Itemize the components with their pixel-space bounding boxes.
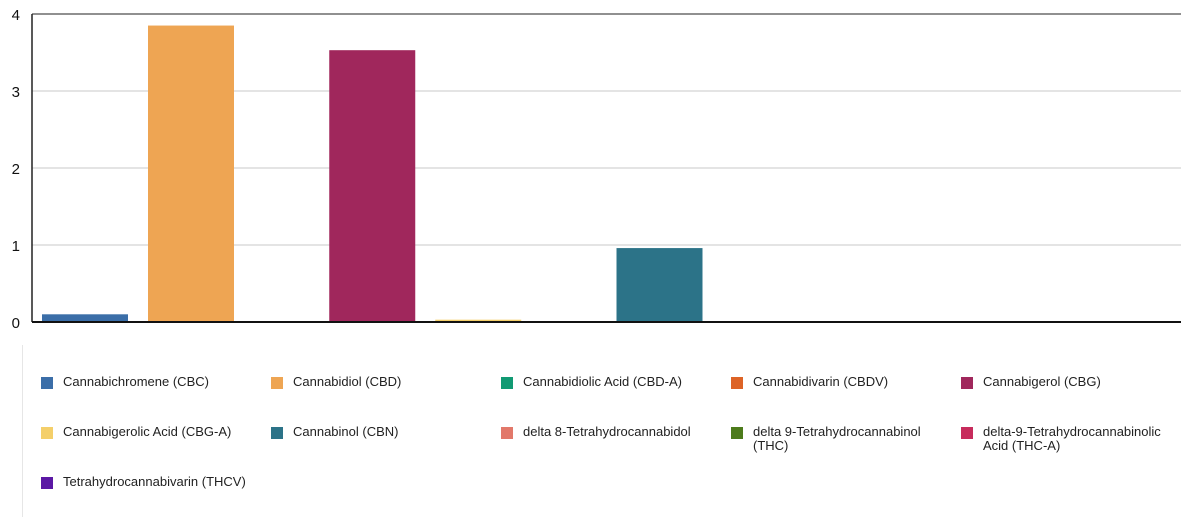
bar <box>435 319 522 322</box>
legend-item: Cannabigerol (CBG) <box>961 371 1181 421</box>
legend-label: delta 8-Tetrahydrocannabidol <box>523 424 691 439</box>
legend-swatch <box>41 427 53 439</box>
legend-label: Cannabinol (CBN) <box>293 424 399 439</box>
legend-item: delta-9-Tetrahydrocannabinolic Acid (THC… <box>961 421 1181 471</box>
legend-label: Cannabichromene (CBC) <box>63 374 209 389</box>
y-tick-label: 1 <box>12 238 20 255</box>
legend-swatch <box>41 477 53 489</box>
legend-swatch <box>501 427 513 439</box>
legend-swatch <box>961 377 973 389</box>
legend-swatch <box>41 377 53 389</box>
chart-legend: Cannabichromene (CBC) Cannabidiol (CBD) Ca… <box>22 345 1181 517</box>
legend-swatch <box>731 427 743 439</box>
legend-label: Cannabigerolic Acid (CBG-A) <box>63 424 232 439</box>
legend-label: Cannabidiol (CBD) <box>293 374 402 389</box>
legend-item: delta 8-Tetrahydrocannabidol <box>501 421 731 471</box>
bar <box>616 248 703 322</box>
legend-item: delta 9-Tetrahydrocannabinol (THC) <box>731 421 961 471</box>
legend-swatch <box>271 427 283 439</box>
legend-swatch <box>271 377 283 389</box>
legend-item: Cannabinol (CBN) <box>271 421 501 471</box>
legend-label: Cannabidivarin (CBDV) <box>753 374 889 389</box>
bar <box>42 314 128 322</box>
legend-label: Tetrahydrocannabivarin (THCV) <box>63 474 246 489</box>
legend-label: delta-9-Tetrahydrocannabinolic Acid (THC… <box>983 424 1161 453</box>
legend-item: Tetrahydrocannabivarin (THCV) <box>41 471 271 521</box>
legend-swatch <box>501 377 513 389</box>
legend-label: Cannabidiolic Acid (CBD-A) <box>523 374 682 389</box>
bar-chart: 0 1 2 3 4 <box>12 7 1181 332</box>
legend-item: Cannabichromene (CBC) <box>41 371 271 421</box>
legend-swatch <box>731 377 743 389</box>
legend-item: Cannabidiolic Acid (CBD-A) <box>501 371 731 421</box>
legend-item: Cannabigerolic Acid (CBG-A) <box>41 421 271 471</box>
legend-item: Cannabidivarin (CBDV) <box>731 371 961 421</box>
legend-item: Cannabidiol (CBD) <box>271 371 501 421</box>
legend-label: Cannabigerol (CBG) <box>983 374 1101 389</box>
legend-swatch <box>961 427 973 439</box>
legend-label: delta 9-Tetrahydrocannabinol (THC) <box>753 424 921 453</box>
y-tick-label: 4 <box>12 7 20 24</box>
legend-grid: Cannabichromene (CBC) Cannabidiol (CBD) Ca… <box>41 371 1181 521</box>
y-tick-label: 3 <box>12 84 20 101</box>
bar <box>329 50 416 322</box>
bar <box>148 25 234 323</box>
y-tick-label: 0 <box>12 315 20 332</box>
y-tick-label: 2 <box>12 161 20 178</box>
